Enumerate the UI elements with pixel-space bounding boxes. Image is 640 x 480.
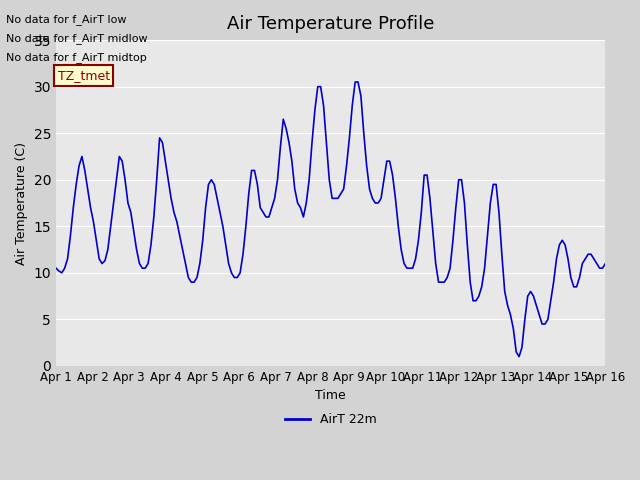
Y-axis label: Air Temperature (C): Air Temperature (C) [15, 142, 28, 264]
Title: Air Temperature Profile: Air Temperature Profile [227, 15, 435, 33]
Legend: AirT 22m: AirT 22m [280, 408, 381, 432]
Text: No data for f_AirT low: No data for f_AirT low [6, 13, 127, 24]
Text: No data for f_AirT midtop: No data for f_AirT midtop [6, 52, 147, 63]
X-axis label: Time: Time [316, 389, 346, 402]
Text: No data for f_AirT midlow: No data for f_AirT midlow [6, 33, 148, 44]
Text: TZ_tmet: TZ_tmet [58, 69, 109, 82]
